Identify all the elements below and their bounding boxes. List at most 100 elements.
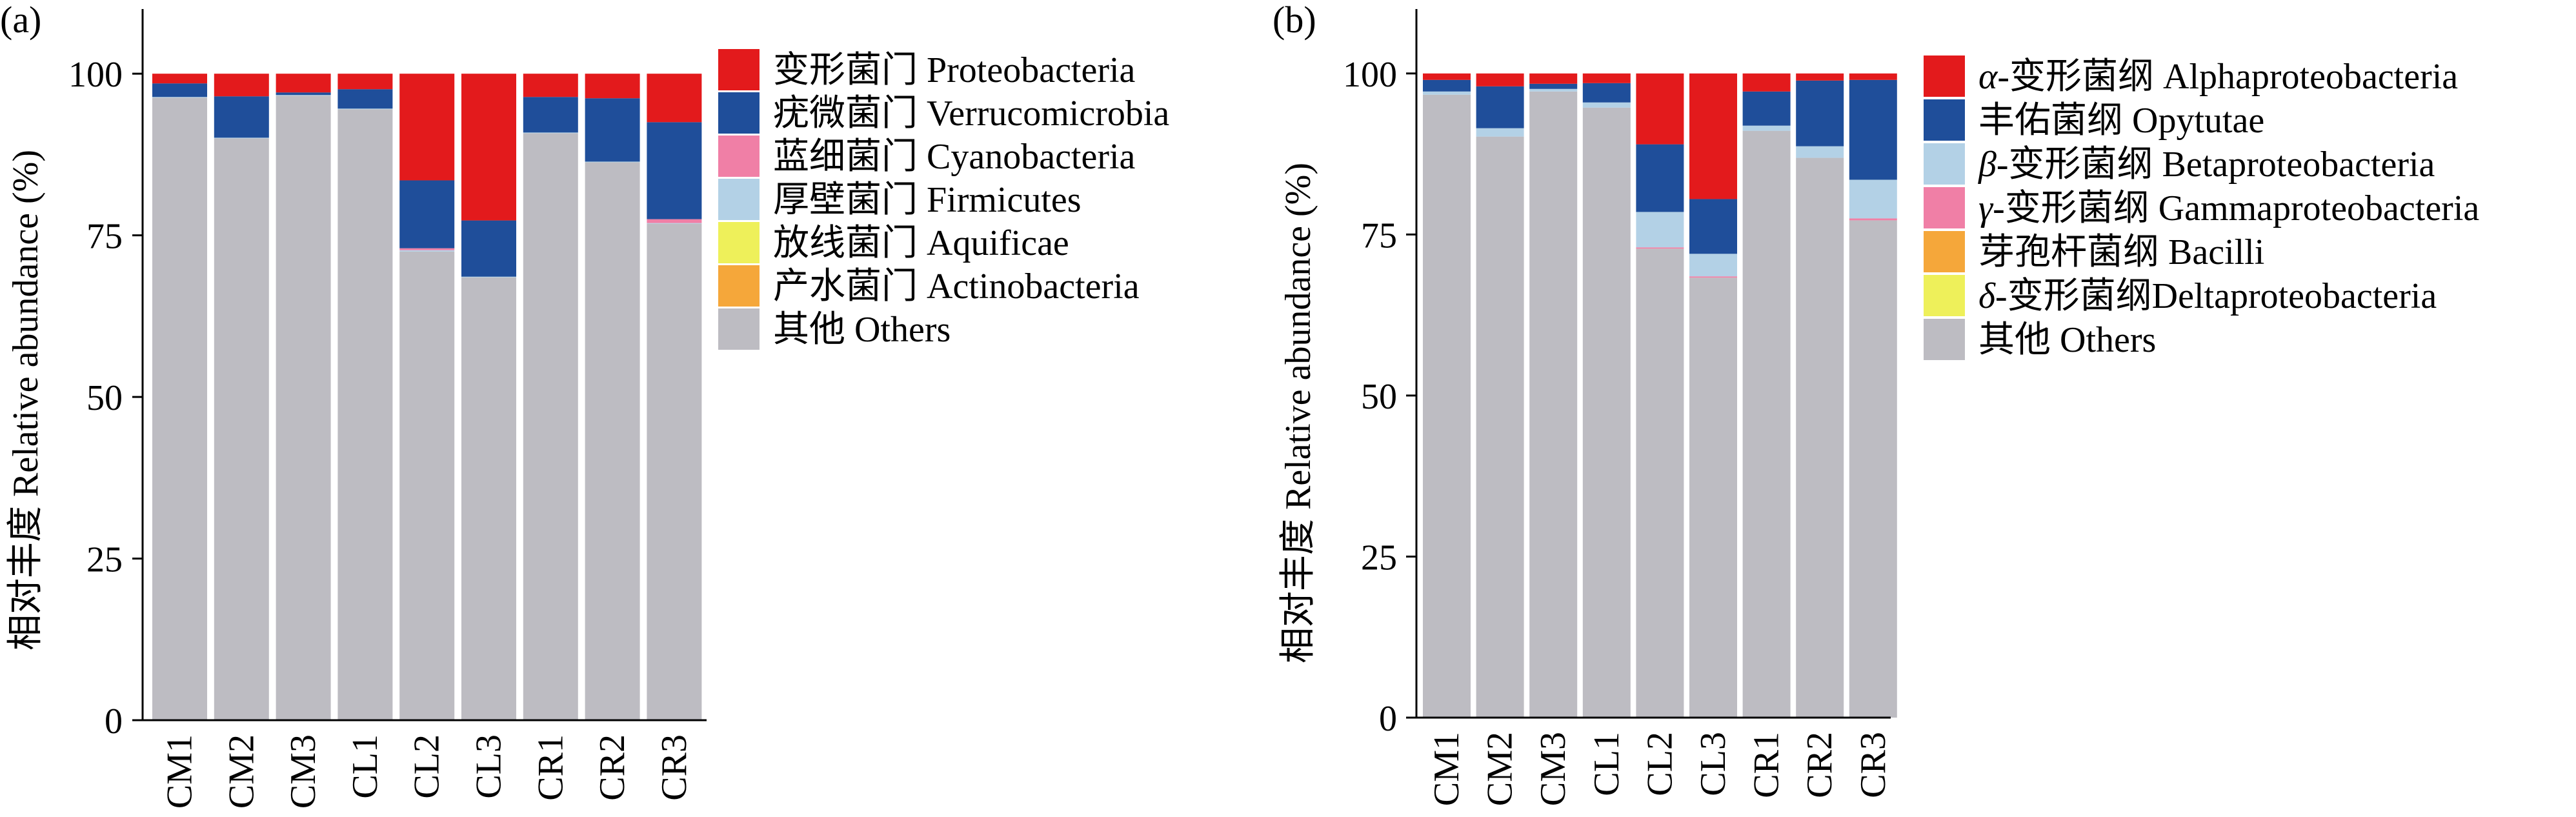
legend-text: 其他 Others bbox=[1978, 320, 2156, 360]
legend-label: 丰佑菌纲 Opytutae bbox=[1978, 101, 2264, 141]
bar-segment-cr2-s0 bbox=[585, 162, 640, 720]
bar-segment-cl1-s6 bbox=[337, 74, 393, 90]
bar-segment-cr2-s5 bbox=[585, 98, 640, 162]
x-category-label: CR2 bbox=[1800, 732, 1840, 798]
y-ticks-a: 0 25 50 75 100 bbox=[68, 55, 143, 741]
bar-segment-cm1-s6 bbox=[1423, 73, 1471, 80]
legend-swatch bbox=[718, 222, 760, 263]
legend-text: -变形菌纲 Alphaproteobacteria bbox=[1997, 57, 2458, 97]
bar-segment-cm1-s6 bbox=[152, 74, 207, 84]
legend-label: 放线菌门 Aquificae bbox=[773, 223, 1069, 263]
legend-label: 蓝细菌门 Cyanobacteria bbox=[773, 137, 1136, 177]
legend-text: -变形菌纲 Betaproteobacteria bbox=[1997, 145, 2435, 185]
legend-text: -变形菌纲 Gammaproteobacteria bbox=[1993, 188, 2479, 228]
legend-swatch bbox=[1924, 231, 1965, 272]
bar-segment-cm2-s4 bbox=[1476, 128, 1524, 137]
legend-swatch bbox=[718, 179, 760, 220]
bar-segment-cr1-s3 bbox=[523, 132, 578, 134]
bar-segment-cr2-s5 bbox=[1796, 80, 1844, 146]
y-ticks-b: 0 25 50 75 100 bbox=[1343, 55, 1416, 739]
bar-segment-cr2-s6 bbox=[585, 74, 640, 99]
axes-a bbox=[141, 9, 707, 721]
bar-segment-cl2-s0 bbox=[1636, 248, 1684, 718]
bar-segment-cm3-s0 bbox=[276, 96, 331, 720]
legend-swatch bbox=[1924, 143, 1965, 185]
bar-segment-cl3-s5 bbox=[461, 220, 516, 277]
bar-segment-cm3-s6 bbox=[1529, 73, 1578, 84]
legend-swatch bbox=[718, 308, 760, 350]
bar-segment-cr3-s3 bbox=[1849, 218, 1897, 221]
legend-swatch bbox=[1924, 187, 1965, 228]
bar-segment-cl2-s5 bbox=[1636, 144, 1684, 212]
bar-segment-cl3-s0 bbox=[461, 277, 516, 721]
x-category-label: CR3 bbox=[654, 734, 694, 801]
legend-text: 蓝细菌门 Cyanobacteria bbox=[773, 137, 1136, 177]
legend-label: 变形菌门 Proteobacteria bbox=[773, 50, 1136, 90]
bar-segment-cl3-s5 bbox=[1689, 199, 1737, 254]
bar-segment-cr3-s3 bbox=[647, 223, 702, 224]
bar-segment-cm3-s0 bbox=[1529, 91, 1578, 718]
bar-segment-cr1-s5 bbox=[1742, 91, 1791, 126]
y-tick-label: 75 bbox=[86, 217, 123, 257]
x-category-label: CR1 bbox=[530, 734, 570, 801]
legend-swatch bbox=[718, 136, 760, 177]
bar-segment-cr3-s6 bbox=[1849, 73, 1897, 80]
legend-text: 厚壁菌门 Firmicutes bbox=[773, 180, 1082, 220]
x-categories-b: CM1 CM2 CM3 CL1 CL2 CL3 CR1 CR2 CR3 bbox=[1427, 732, 1893, 806]
bar-segment-cl3-s4 bbox=[1689, 254, 1737, 277]
bar-segment-cr1-s0 bbox=[523, 133, 578, 720]
bar-segment-cm2-s5 bbox=[214, 96, 269, 138]
bar-segment-cr1-s4 bbox=[1742, 125, 1791, 131]
bar-segment-cm1-s5 bbox=[152, 83, 207, 97]
legend-label: 其他 Others bbox=[773, 310, 951, 350]
bar-segment-cm3-s5 bbox=[276, 92, 331, 96]
legend-text: 变形菌门 Proteobacteria bbox=[773, 50, 1136, 90]
x-category-label: CR3 bbox=[1853, 732, 1893, 798]
bar-segment-cl2-s4 bbox=[1636, 212, 1684, 248]
panel-a: (a) 相对丰度 Relative abundance (%) 0 25 50 75 1… bbox=[0, 0, 1169, 809]
x-category-label: CM3 bbox=[1533, 732, 1573, 806]
legend-label: 产水菌门 Actinobacteria bbox=[773, 267, 1140, 307]
bar-segment-cr1-s5 bbox=[523, 97, 578, 133]
bar-segment-cl1-s4 bbox=[1582, 102, 1631, 108]
legend-swatch bbox=[1924, 55, 1965, 97]
bar-segment-cl2-s5 bbox=[399, 180, 455, 248]
bar-segment-cl3-s0 bbox=[1689, 277, 1737, 718]
legend-text: -变形菌纲Deltaproteobacteria bbox=[1995, 276, 2437, 316]
x-category-label: CM2 bbox=[221, 734, 261, 809]
x-category-label: CL2 bbox=[1640, 732, 1680, 796]
bar-segment-cr2-s6 bbox=[1796, 73, 1844, 81]
legend-label: 厚壁菌门 Firmicutes bbox=[773, 180, 1082, 220]
bar-segment-cl3-s6 bbox=[1689, 73, 1737, 199]
y-tick-label: 25 bbox=[86, 540, 123, 580]
panel-label-a: (a) bbox=[0, 0, 41, 41]
y-tick-label: 25 bbox=[1361, 538, 1397, 578]
bar-segment-cm2-s0 bbox=[214, 138, 269, 720]
legend-swatch bbox=[1924, 319, 1965, 360]
legend-greek-prefix: α bbox=[1978, 57, 1998, 97]
x-category-label: CL2 bbox=[407, 734, 447, 799]
bar-segment-cr3-s4 bbox=[1849, 179, 1897, 219]
y-tick-label: 100 bbox=[68, 55, 123, 95]
bar-segment-cl2-s3 bbox=[1636, 247, 1684, 249]
bar-segment-cm1-s4 bbox=[1423, 91, 1471, 95]
bar-segment-cl1-s5 bbox=[1582, 83, 1631, 103]
panel-b: (b) 相对丰度 Relative abundance (%) 0 25 50 75 1… bbox=[1273, 0, 2479, 806]
x-category-label: CL3 bbox=[469, 734, 509, 799]
legend-text: 芽孢杆菌纲 Bacilli bbox=[1978, 232, 2264, 272]
bar-segment-cm2-s6 bbox=[1476, 73, 1524, 86]
legend-greek-prefix: β bbox=[1978, 145, 1997, 185]
bar-segment-cm3-s4 bbox=[1529, 88, 1578, 92]
bar-segment-cr1-s0 bbox=[1742, 130, 1791, 718]
legend-text: 丰佑菌纲 Opytutae bbox=[1978, 101, 2264, 141]
bar-segment-cr3-s4 bbox=[647, 219, 702, 223]
bar-segment-cm1-s0 bbox=[152, 97, 207, 720]
bar-segment-cr3-s5 bbox=[647, 122, 702, 219]
bar-segment-cl2-s4 bbox=[399, 248, 455, 250]
legend-swatch bbox=[1924, 275, 1965, 316]
bar-segment-cr1-s6 bbox=[1742, 73, 1791, 92]
x-category-label: CL1 bbox=[345, 734, 385, 799]
bars-b bbox=[1423, 73, 1897, 718]
